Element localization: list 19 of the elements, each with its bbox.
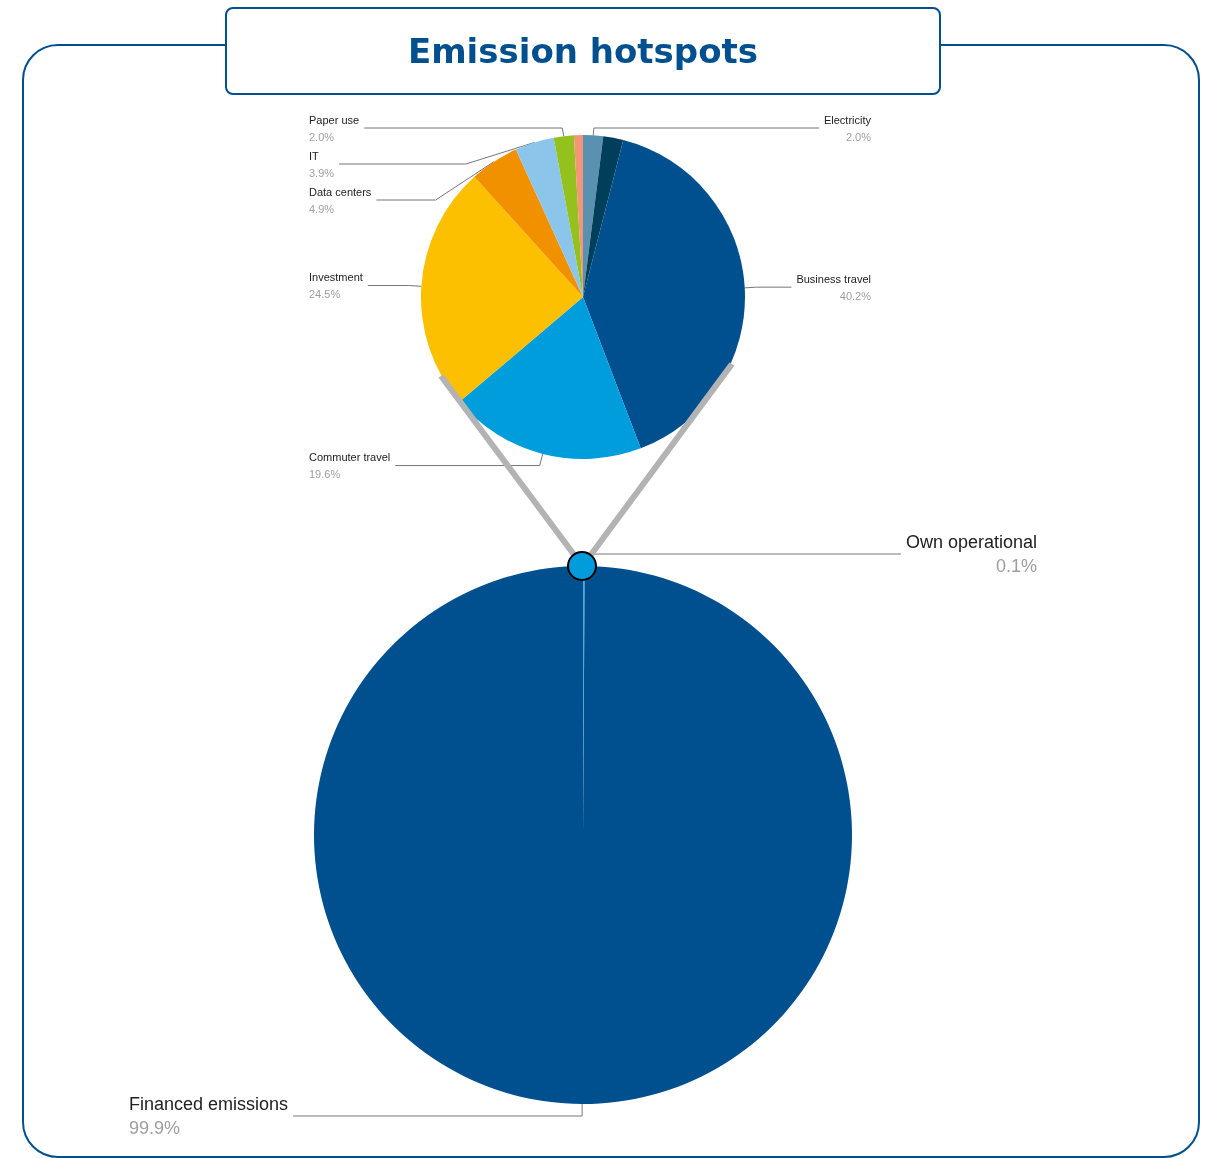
data-label: 2.0% [845,130,872,143]
data-label: 4.9% [309,202,335,215]
chart-title: Emission hotspots [225,7,941,95]
data-label: 99.9% [129,1118,181,1138]
data-label: 0.1% [995,556,1037,576]
data-label: 40.2% [839,289,872,302]
slice-label: IT [309,149,320,162]
slice-label: Financed emissions [129,1094,289,1114]
data-label: 3.9% [309,166,335,179]
data-label: 24.5% [309,288,341,301]
slice-label: Own operational [905,532,1037,552]
slice-label: Data centers [309,185,372,198]
slice-label: Business travel [796,272,871,285]
data-label: 19.6% [309,468,341,481]
slice-label: Investment [309,271,363,284]
slice-label: Commuter travel [309,451,391,464]
data-label: 2.0% [309,130,335,143]
slice-label: Electricity [823,113,872,126]
slice-label: Paper use [309,113,360,126]
